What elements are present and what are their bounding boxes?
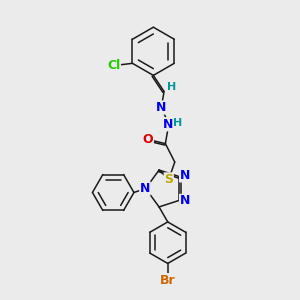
Text: N: N — [163, 118, 173, 131]
Text: H: H — [173, 118, 183, 128]
Text: S: S — [164, 173, 173, 186]
Text: Cl: Cl — [107, 58, 120, 71]
Text: N: N — [140, 182, 150, 195]
Text: Br: Br — [160, 274, 176, 287]
Text: N: N — [156, 101, 167, 114]
Text: O: O — [143, 133, 153, 146]
Text: N: N — [180, 169, 190, 182]
Text: H: H — [167, 82, 176, 92]
Text: N: N — [180, 194, 190, 207]
